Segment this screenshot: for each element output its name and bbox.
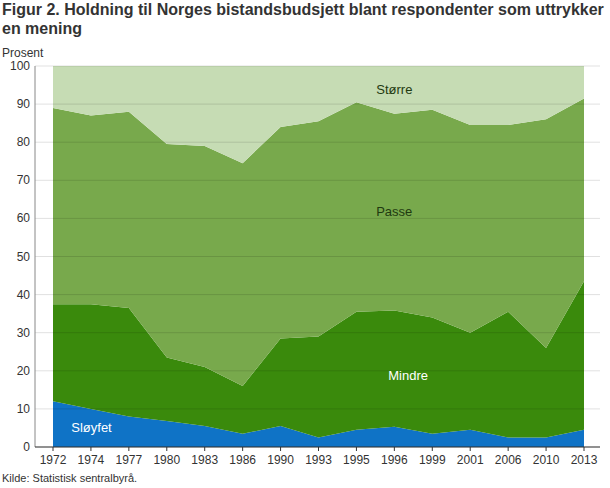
x-tick	[128, 447, 129, 451]
x-tick-label: 1972	[40, 453, 67, 467]
source: Kilde: Statistisk sentralbyrå.	[2, 472, 137, 484]
x-tick-label: 1974	[78, 453, 105, 467]
grid-line	[35, 180, 600, 181]
series-label: Mindre	[388, 368, 428, 383]
grid-line	[35, 447, 600, 448]
y-tick-label: 90	[17, 97, 31, 111]
x-tick	[584, 447, 585, 451]
x-tick	[432, 447, 433, 451]
x-tick	[356, 447, 357, 451]
y-tick-label: 10	[17, 402, 31, 416]
grid-line	[35, 218, 600, 219]
x-tick	[318, 447, 319, 451]
series-label: Sløyfet	[71, 420, 112, 435]
grid-line	[35, 408, 600, 409]
y-tick-label: 70	[17, 173, 31, 187]
y-axis	[35, 66, 36, 447]
x-tick	[394, 447, 395, 451]
y-axis-label: Prosent	[2, 46, 44, 60]
grid-line	[35, 370, 600, 371]
x-tick-label: 2010	[533, 453, 560, 467]
y-tick-label: 50	[17, 250, 31, 264]
x-tick	[90, 447, 91, 451]
x-tick-label: 1986	[229, 453, 256, 467]
x-tick-label: 1980	[153, 453, 180, 467]
y-tick-label: 0	[23, 440, 30, 454]
grid-line	[35, 66, 600, 67]
x-tick-label: 1995	[343, 453, 370, 467]
grid-line	[35, 104, 600, 105]
x-tick	[546, 447, 547, 451]
x-tick-label: 1996	[381, 453, 408, 467]
x-tick	[280, 447, 281, 451]
x-tick	[242, 447, 243, 451]
series-label: Passe	[376, 204, 412, 219]
y-tick-label: 20	[17, 364, 31, 378]
y-tick-label: 40	[17, 288, 31, 302]
y-tick-label: 60	[17, 211, 31, 225]
y-tick-label: 100	[10, 59, 30, 73]
x-tick	[166, 447, 167, 451]
x-tick	[53, 447, 54, 451]
series-label: Større	[376, 82, 412, 97]
y-tick-label: 80	[17, 135, 31, 149]
x-axis	[35, 447, 600, 448]
x-tick-label: 2001	[457, 453, 484, 467]
x-tick-label: 1977	[116, 453, 143, 467]
x-tick	[204, 447, 205, 451]
title: Figur 2. Holdning til Norges bistandsbud…	[2, 0, 608, 38]
x-tick	[508, 447, 509, 451]
x-tick-label: 1983	[191, 453, 218, 467]
grid-line	[35, 332, 600, 333]
x-tick-label: 1990	[267, 453, 294, 467]
grid-line	[35, 142, 600, 143]
x-tick-label: 1999	[419, 453, 446, 467]
x-tick-label: 2006	[495, 453, 522, 467]
x-tick-label: 1993	[305, 453, 332, 467]
area-3	[53, 66, 584, 163]
grid-line	[35, 294, 600, 295]
area-2	[53, 98, 584, 386]
y-tick-label: 30	[17, 326, 31, 340]
grid-line	[35, 256, 600, 257]
x-tick	[470, 447, 471, 451]
x-tick-label: 2013	[571, 453, 598, 467]
